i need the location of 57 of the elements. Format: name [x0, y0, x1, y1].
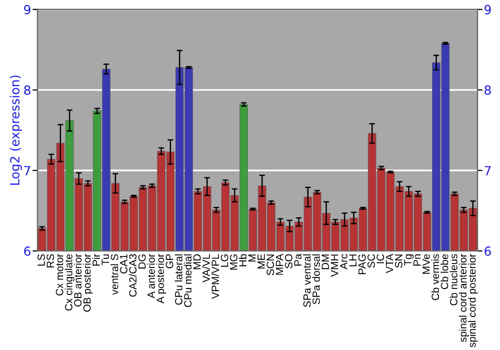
- y-tick-label: 7: [24, 166, 30, 176]
- x-tick-label: SPa ventral: [303, 254, 311, 308]
- x-tick-label: CA2/CA3: [128, 254, 137, 297]
- x-tick-label: SN: [395, 254, 402, 268]
- x-tick-label: GP: [166, 254, 174, 268]
- x-tick-label: Pa: [294, 254, 302, 266]
- x-tick-label: Cb lobe: [440, 254, 448, 290]
- x-tick-label: ventral S: [110, 254, 118, 295]
- x-tick-label: VMH: [330, 254, 338, 277]
- x-tick-label: MG: [230, 254, 238, 270]
- y2-tick-label: 9: [484, 4, 491, 14]
- y2-tick-label: 6: [484, 246, 491, 256]
- x-tick-label: MVe: [422, 254, 430, 274]
- y-tick-label: 6: [24, 246, 30, 256]
- x-tick-label: SC: [368, 254, 375, 268]
- x-tick-label: RS: [46, 254, 54, 268]
- x-tick-label: spinal cord posterior: [468, 254, 478, 348]
- x-tick-label: ME: [258, 254, 265, 268]
- x-tick-label: PAG: [358, 254, 366, 274]
- x-tick-label: SPa dorsal: [312, 254, 320, 304]
- x-tick-label: VA/VL: [202, 254, 210, 282]
- y2-tick-label: 7: [484, 166, 491, 176]
- x-tick-label: Cb nucleus: [450, 254, 458, 306]
- x-tick-label: Pn: [413, 254, 421, 266]
- x-tick-label: Pir: [92, 254, 100, 266]
- x-tick-label: spinal cord anterior: [458, 254, 469, 342]
- x-tick-label: OB anterior: [74, 254, 82, 306]
- x-tick-label: Tg: [404, 254, 414, 266]
- x-tick-label: LH: [349, 254, 356, 266]
- x-tick-label: OB posterior: [83, 254, 93, 312]
- x-tick-label: Cx cingulate: [64, 254, 74, 311]
- x-tick-label: DG: [138, 254, 146, 268]
- x-tick-label: M: [248, 254, 256, 262]
- x-tick-label: DM: [322, 254, 329, 270]
- x-tick-label: A anterior: [147, 254, 155, 298]
- x-tick-label: Tu: [102, 254, 110, 266]
- y-tick-label: 9: [24, 4, 30, 14]
- x-tick-label: VTA: [386, 254, 394, 274]
- y2-tick-label: 8: [484, 85, 491, 95]
- x-tick-label: MPA: [276, 254, 284, 275]
- x-tick-label: CPu medial: [184, 254, 192, 308]
- x-tick-label: SCN: [266, 254, 274, 276]
- y-tick-label: 8: [24, 85, 30, 95]
- x-tick-label: Cb vermis: [431, 254, 440, 300]
- x-tick-label: Hb: [238, 254, 247, 266]
- x-tick-label: IC: [376, 254, 384, 264]
- x-tick-label: A posterior: [156, 254, 166, 304]
- x-tick-label: CA1: [120, 254, 128, 274]
- x-tick-label: VPM/VPL: [211, 254, 220, 299]
- x-tick-label: Cx motor: [56, 254, 64, 296]
- x-tick-label: Arc: [340, 254, 348, 270]
- y-axis-title: Log2 (expression): [10, 76, 22, 185]
- x-tick-label: SO: [285, 254, 292, 268]
- x-tick-label: CPu lateral: [174, 254, 182, 305]
- x-tick-label: MD: [193, 254, 201, 270]
- x-tick-label: LS: [38, 254, 45, 266]
- x-tick-label: LG: [220, 254, 228, 267]
